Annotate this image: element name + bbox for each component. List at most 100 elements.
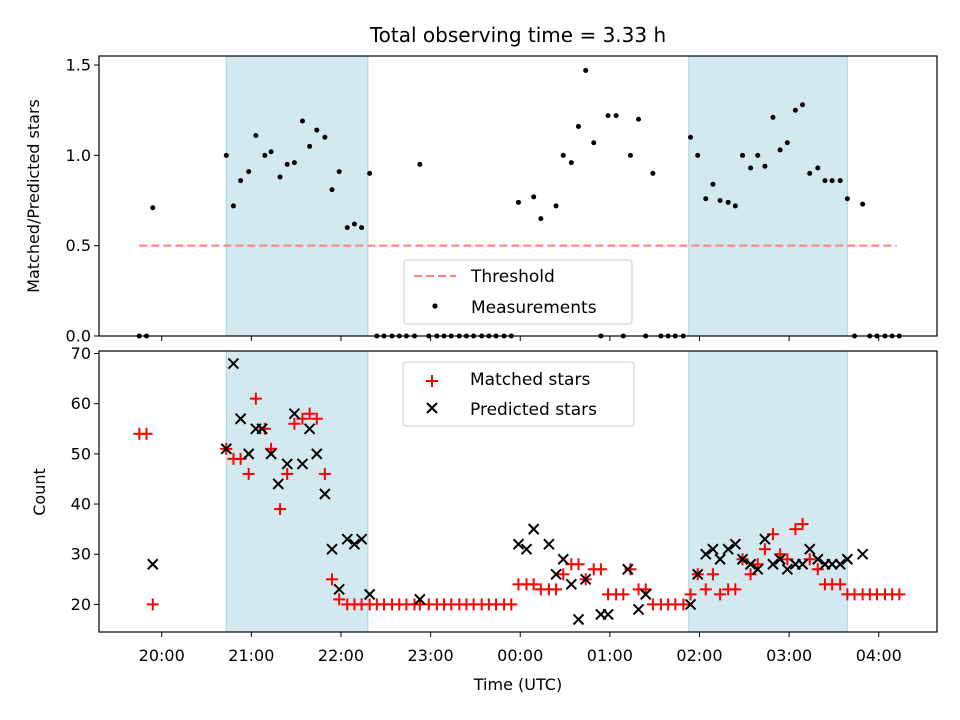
predicted-star-marker-b (684, 598, 697, 611)
ratio-panel-frame (98, 55, 938, 337)
predicted-star-point (736, 553, 749, 565)
x-tick-label: 20:00 (139, 646, 185, 665)
predicted-star-marker-b (281, 458, 293, 470)
predicted-star-marker-b (288, 408, 301, 420)
measurement-point (762, 163, 768, 169)
predicted-star-marker-b (622, 563, 634, 575)
predicted-star-marker-b (834, 558, 846, 570)
measurements-legend-swatch (432, 303, 438, 309)
predicted-star-marker-b (572, 613, 585, 626)
matched-star-point (803, 553, 816, 566)
predicted-star-marker-b (348, 538, 361, 550)
matched-star-point (624, 563, 637, 576)
matched-star-point (318, 467, 331, 480)
predicted-star-marker-b (355, 533, 368, 545)
predicted-star-marker-b (557, 553, 569, 565)
predicted-star-marker-b (752, 563, 764, 575)
x-tick-label: 03:00 (766, 646, 812, 665)
predicted-star-marker-b (700, 548, 712, 560)
matched-star-point (617, 588, 630, 601)
predicted-star-marker-b (714, 553, 726, 565)
shaded-region-2 (688, 55, 848, 337)
predicted-star-point (781, 563, 794, 575)
predicted-star-point (691, 568, 704, 581)
predicted-star-point (804, 543, 816, 555)
x-tick-label: 21:00 (228, 646, 274, 665)
count-ytick-label: 30 (71, 545, 91, 564)
predicted-star-marker-b (691, 568, 704, 581)
predicted-star-marker-b (550, 568, 562, 581)
measurement-point (807, 170, 813, 176)
x-tick-label: 01:00 (587, 646, 633, 665)
predicted-star-marker-b (796, 558, 809, 570)
predicted-legend-label: Predicted stars (470, 400, 597, 420)
predicted-star-marker-b (781, 563, 794, 575)
predicted-star-marker-b (512, 538, 525, 550)
ratio-ytick-label: 1.0 (66, 146, 91, 165)
threshold-legend-label: Threshold (470, 267, 555, 287)
predicted-star-marker-b (326, 543, 338, 555)
measurement-point (829, 178, 835, 184)
predicted-star-point (767, 558, 779, 570)
ratio-legend: Threshold Measurements (403, 259, 633, 325)
measurement-point (627, 152, 633, 158)
predicted-star-point (242, 448, 255, 460)
shaded-region-2 (688, 350, 848, 633)
predicted-star-point (774, 553, 786, 565)
predicted-star-point (341, 533, 353, 545)
predicted-star-point (512, 538, 525, 550)
predicted-star-point (707, 543, 719, 555)
measurement-point (230, 203, 236, 209)
measurement-point (344, 225, 350, 231)
matched-legend-label: Matched stars (470, 370, 590, 390)
measurement-point (844, 196, 850, 202)
measurement-point (150, 205, 156, 211)
measurement-point (417, 161, 423, 167)
predicted-star-point (565, 578, 578, 591)
shaded-region-1 (225, 55, 369, 337)
measurement-point (299, 118, 305, 124)
matched-star-point (146, 598, 159, 611)
measurement-point (717, 198, 723, 204)
predicted-star-marker-b (242, 448, 255, 460)
matched-star-point (594, 563, 607, 576)
predicted-star-point (256, 423, 268, 435)
measurement-point (351, 221, 357, 227)
predicted-star-marker-b (744, 558, 757, 570)
predicted-star-marker-b (520, 543, 533, 555)
predicted-star-marker-b (579, 573, 592, 586)
predicted-star-marker-b (414, 593, 426, 606)
measurement-point (277, 174, 283, 180)
measurement-point (605, 113, 611, 119)
measurement-point (710, 181, 716, 187)
measurement-point (246, 169, 252, 175)
matched-star-point (288, 417, 301, 430)
predicted-star-marker-b (812, 553, 824, 565)
measurement-point (268, 149, 274, 155)
measurement-point (748, 165, 754, 171)
predicted-star-point (543, 538, 555, 550)
measurement-point (322, 134, 328, 140)
predicted-star-marker-b (759, 533, 771, 545)
x-tick-label: 04:00 (856, 646, 902, 665)
count-ytick-label: 60 (71, 394, 91, 413)
predicted-legend-swatch (426, 402, 438, 414)
predicted-star-marker-b (632, 603, 645, 616)
measurement-point (636, 116, 642, 122)
measurement-point (613, 113, 619, 119)
ratio-panel: 0.0 0.5 1.0 1.5 Matched/Predicted stars Thr… (24, 55, 938, 346)
predicted-star-marker-b (767, 558, 779, 570)
x-tick-label: 23:00 (408, 646, 454, 665)
measurement-point (262, 152, 268, 158)
measurement-point (515, 199, 521, 205)
matched-star-point (677, 598, 690, 611)
predicted-star-point (714, 553, 726, 565)
predicted-star-point (684, 598, 697, 611)
matched-star-point (303, 407, 316, 420)
measurement-point (837, 178, 843, 184)
predicted-star-marker-b (736, 553, 749, 565)
predicted-star-point (640, 588, 652, 601)
predicted-star-marker-b (707, 543, 719, 555)
predicted-star-point (557, 553, 569, 565)
chart-title: Total observing time = 3.33 h (369, 23, 666, 47)
